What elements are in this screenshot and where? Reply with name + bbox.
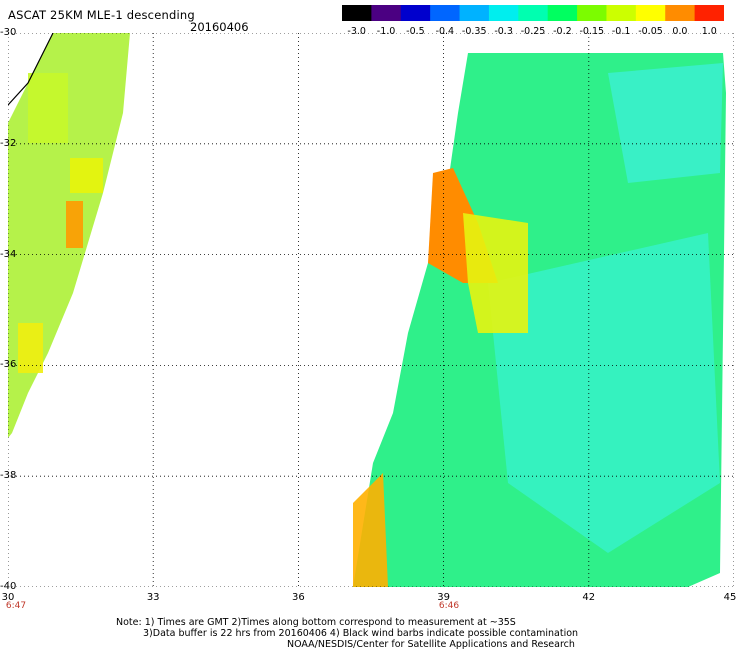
longitude-label: 45 — [723, 592, 737, 603]
colorbar-swatch — [635, 5, 666, 21]
longitude-label: 42 — [582, 592, 596, 603]
colorbar-swatch — [694, 5, 724, 21]
chart-title: ASCAT 25KM MLE-1 descending — [8, 8, 195, 22]
colorbar-swatch — [606, 5, 637, 21]
latitude-label: -30 — [0, 27, 17, 38]
latitude-label: -38 — [0, 470, 17, 482]
right-swath-patch — [353, 473, 388, 587]
colorbar-tick-label: -3.0 — [347, 26, 366, 37]
coastline — [8, 33, 54, 106]
right-swath-patch — [488, 233, 720, 553]
chart-date: 20160406 — [190, 20, 249, 34]
colorbar-swatch — [547, 5, 578, 21]
latitude-label: -36 — [0, 359, 17, 371]
latitude-label: -34 — [0, 248, 17, 260]
latitude-label: -40 — [0, 581, 17, 592]
left-swath-patch — [18, 323, 43, 373]
colorbar-tick-label: -0.3 — [494, 26, 513, 37]
map-plot — [8, 33, 734, 587]
time-label-left: 6:47 — [5, 601, 27, 611]
colorbar-swatch — [488, 5, 519, 21]
longitude-label: 33 — [146, 592, 160, 603]
colorbar-swatch — [430, 5, 461, 21]
latitude-label: -32 — [0, 137, 17, 149]
colorbar-tick-label: -0.15 — [579, 26, 605, 37]
colorbar-tick-label: -0.5 — [406, 26, 425, 37]
right-swath-patch — [463, 213, 528, 333]
left-swath-patch — [28, 73, 68, 143]
longitude-label: 36 — [292, 592, 305, 603]
colorbar-tick-label: 0.0 — [672, 26, 688, 37]
colorbar-swatch — [342, 5, 372, 21]
colorbar-swatch — [665, 5, 696, 21]
colorbar-swatch — [371, 5, 402, 21]
right-swath-patch — [608, 63, 723, 183]
colorbar-tick-label: -0.25 — [520, 26, 546, 37]
left-swath-patch — [70, 158, 103, 193]
longitude-label: 30 — [1, 592, 15, 603]
colorbar-swatch — [400, 5, 431, 21]
colorbar-tick-label: 1.0 — [701, 26, 717, 37]
colorbar-tick-label: -0.2 — [553, 26, 572, 37]
colorbar-tick-label: -0.35 — [461, 26, 487, 37]
colorbar-swatch — [577, 5, 607, 21]
colorbar-tick-label: -0.4 — [435, 26, 455, 37]
note-line-1: Note: 1) Times are GMT 2)Times along bot… — [116, 617, 516, 628]
note-line-3: NOAA/NESDIS/Center for Satellite Applica… — [287, 639, 575, 650]
colorbar-swatch — [518, 5, 549, 21]
longitude-label: 39 — [437, 592, 450, 603]
time-label-center: 6:46 — [438, 601, 460, 611]
colorbar-tick-label: -1.0 — [376, 26, 396, 37]
colorbar — [342, 5, 724, 21]
colorbar-tick-label: -0.05 — [638, 26, 663, 37]
left-swath-patch — [66, 201, 83, 248]
colorbar-tick-label: -0.1 — [611, 26, 631, 37]
colorbar-swatch — [459, 5, 490, 21]
note-line-2: 3)Data buffer is 22 hrs from 20160406 4)… — [143, 628, 579, 639]
